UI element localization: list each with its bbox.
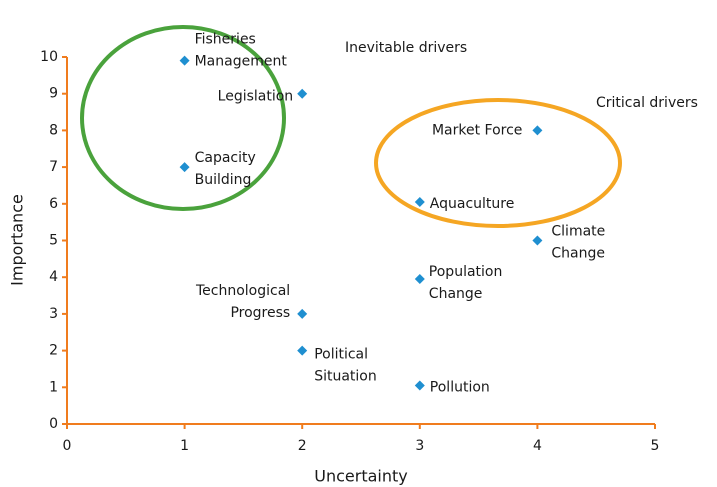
point	[179, 55, 190, 66]
y-tick-label: 0	[49, 416, 58, 432]
y-axis-title: Importance	[8, 194, 27, 286]
point	[297, 308, 308, 319]
y-tick-label: 2	[49, 343, 58, 359]
y-tick-label: 7	[49, 159, 58, 175]
x-tick-label: 1	[180, 438, 189, 454]
x-tick-label: 3	[415, 438, 424, 454]
y-tick-label: 9	[49, 86, 58, 102]
point	[179, 162, 190, 173]
point-label: Fisheries	[195, 32, 256, 48]
point-label: Legislation	[218, 89, 294, 105]
point-label: Situation	[314, 369, 377, 385]
point-label: Market Force	[432, 122, 522, 138]
x-tick-label: 2	[298, 438, 307, 454]
point	[532, 235, 543, 246]
point-label: Capacity	[195, 150, 256, 166]
point	[414, 196, 425, 207]
x-tick-label: 0	[63, 438, 72, 454]
point-label: Aquaculture	[430, 196, 515, 212]
point-label: Management	[195, 54, 288, 70]
y-tick-label: 8	[49, 122, 58, 138]
point	[297, 345, 308, 356]
point-label: Climate	[551, 224, 605, 240]
y-tick-label: 3	[49, 306, 58, 322]
point-label: Population	[429, 264, 503, 280]
y-tick-label: 5	[49, 233, 58, 249]
point-label: Progress	[230, 305, 290, 321]
annotation: Critical drivers	[596, 95, 698, 111]
inevitable-ellipse	[80, 25, 286, 211]
point-label: Technological	[195, 283, 290, 299]
x-axis-title: Uncertainty	[314, 467, 407, 486]
point-label: Pollution	[430, 379, 490, 395]
point	[532, 125, 543, 136]
point-label: Change	[551, 246, 605, 262]
x-tick-label: 5	[651, 438, 660, 454]
point-label: Change	[429, 286, 483, 302]
y-tick-label: 4	[49, 269, 58, 285]
point	[297, 88, 308, 99]
point	[414, 380, 425, 391]
annotation: Inevitable drivers	[345, 40, 467, 56]
point-label: Political	[314, 347, 368, 363]
point	[414, 274, 425, 285]
y-tick-label: 6	[49, 196, 58, 212]
y-tick-label: 10	[40, 49, 58, 65]
point-label: Building	[195, 172, 252, 188]
y-tick-label: 1	[49, 379, 58, 395]
critical-ellipse	[374, 98, 622, 228]
x-tick-label: 4	[533, 438, 542, 454]
